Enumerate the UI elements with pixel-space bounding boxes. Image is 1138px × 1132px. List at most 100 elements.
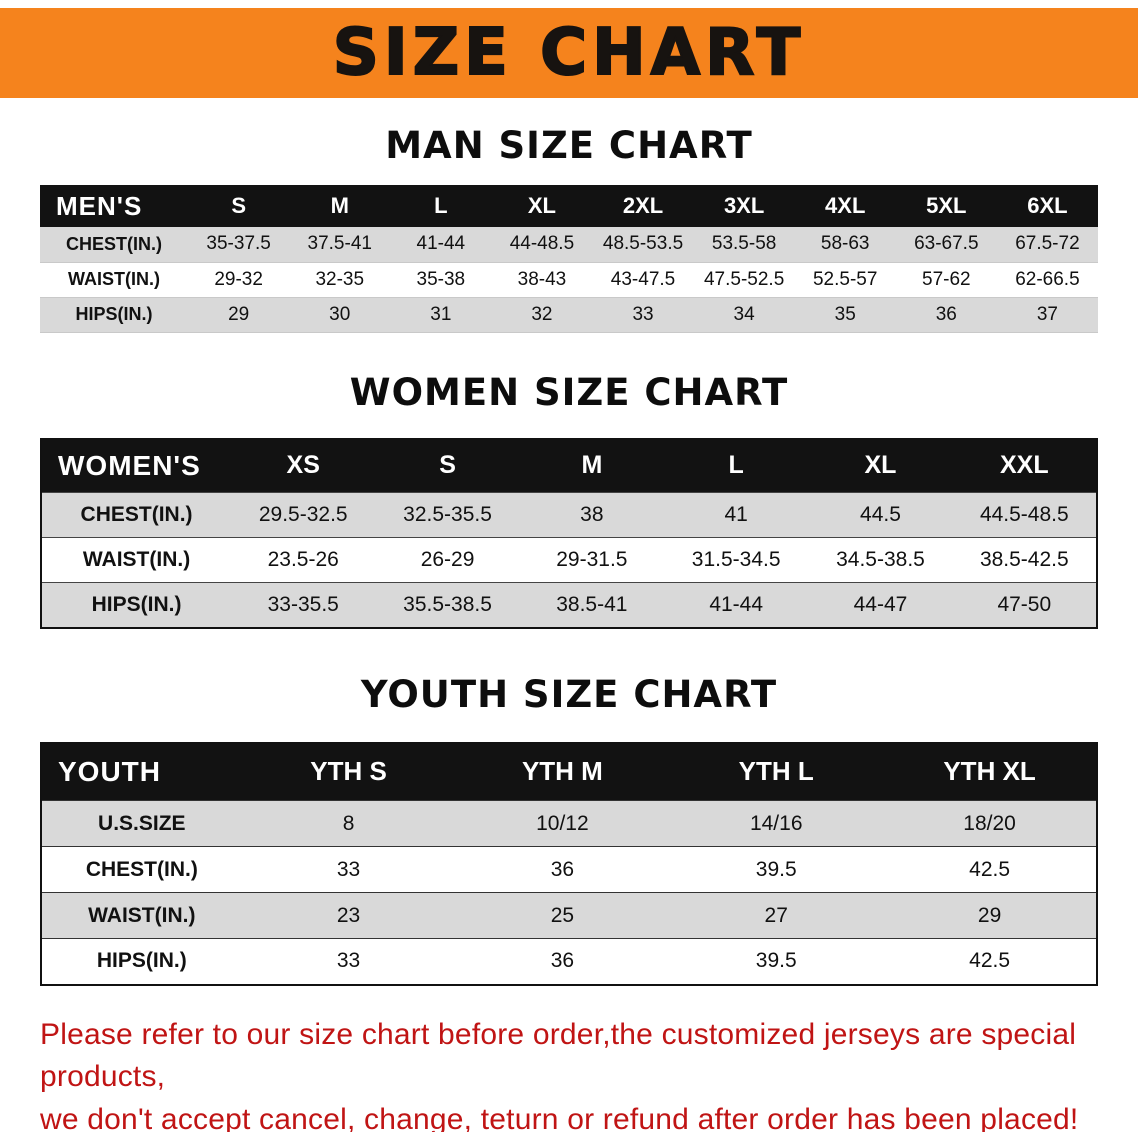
measurement-value: 41 xyxy=(664,492,809,538)
measurement-value: 29 xyxy=(188,297,290,332)
measurement-value: 39.5 xyxy=(669,846,884,893)
measurement-value: 38.5-41 xyxy=(519,582,665,628)
women-row-chest-in: CHEST(IN.) 29.5-32.5 32.5-35.5 38 41 44.5 44.5… xyxy=(41,492,1097,538)
measurement-value: 47-50 xyxy=(952,582,1097,628)
measurement-value: 10/12 xyxy=(455,800,670,847)
men-size-header-5xl: 5XL xyxy=(895,185,997,227)
men-size-chart-heading: MAN SIZE CHART xyxy=(385,124,753,167)
measurement-value: 47.5-52.5 xyxy=(693,262,795,297)
measurement-value: 29-32 xyxy=(188,262,290,297)
measurement-value: 26-29 xyxy=(375,537,520,583)
youth-row-hips-in: HIPS(IN.) 33 36 39.5 42.5 xyxy=(41,938,1097,985)
measurement-value: 38.5-42.5 xyxy=(952,537,1097,583)
measurement-value: 44-47 xyxy=(808,582,953,628)
youth-group-label: YOUTH xyxy=(41,742,242,801)
women-size-header-xl: XL xyxy=(808,438,953,493)
measurement-value: 18/20 xyxy=(883,800,1097,847)
women-size-header-xxl: XXL xyxy=(952,438,1097,493)
men-size-header-s: S xyxy=(188,185,290,227)
measurement-value: 35.5-38.5 xyxy=(375,582,520,628)
measurement-label: CHEST(IN.) xyxy=(41,846,242,893)
disclaimer-line-1: Please refer to our size chart before or… xyxy=(40,1017,1077,1094)
measurement-value: 48.5-53.5 xyxy=(592,227,694,262)
measurement-value: 31.5-34.5 xyxy=(664,537,809,583)
measurement-value: 53.5-58 xyxy=(693,227,795,262)
measurement-label: HIPS(IN.) xyxy=(40,297,189,332)
measurement-label: HIPS(IN.) xyxy=(41,582,232,628)
measurement-value: 36 xyxy=(455,846,670,893)
measurement-label: CHEST(IN.) xyxy=(41,492,232,538)
men-size-header-2xl: 2XL xyxy=(592,185,694,227)
measurement-label: WAIST(IN.) xyxy=(40,262,189,297)
banner: SIZE CHART xyxy=(0,8,1138,98)
women-table-header-row: WOMEN'S XS S M L XL XXL xyxy=(41,438,1097,493)
measurement-value: 41-44 xyxy=(664,582,809,628)
women-size-header-l: L xyxy=(664,438,809,493)
measurement-value: 36 xyxy=(895,297,997,332)
measurement-value: 42.5 xyxy=(883,938,1097,985)
youth-size-header-yth-l: YTH L xyxy=(669,742,884,801)
measurement-value: 58-63 xyxy=(794,227,896,262)
measurement-value: 41-44 xyxy=(390,227,492,262)
measurement-label: HIPS(IN.) xyxy=(41,938,242,985)
women-size-header-xs: XS xyxy=(231,438,376,493)
measurement-value: 34.5-38.5 xyxy=(808,537,953,583)
women-size-header-m: M xyxy=(519,438,665,493)
measurement-value: 29 xyxy=(883,892,1097,939)
youth-row-waist-in: WAIST(IN.) 23 25 27 29 xyxy=(41,892,1097,939)
women-size-table: WOMEN'S XS S M L XL XXL CHEST(IN.) 29.5-32.5 32.5… xyxy=(40,437,1098,629)
measurement-label: U.S.SIZE xyxy=(41,800,242,847)
men-size-header-xl: XL xyxy=(491,185,593,227)
women-group-label: WOMEN'S xyxy=(41,438,232,493)
youth-size-chart-heading: YOUTH SIZE CHART xyxy=(360,672,778,716)
men-row-hips-in: HIPS(IN.) 29 30 31 32 33 34 35 36 37 xyxy=(40,297,1098,332)
men-size-header-6xl: 6XL xyxy=(996,185,1098,227)
measurement-value: 36 xyxy=(455,938,670,985)
measurement-value: 37.5-41 xyxy=(289,227,391,262)
measurement-label: WAIST(IN.) xyxy=(41,892,242,939)
measurement-value: 25 xyxy=(455,892,670,939)
measurement-value: 23.5-26 xyxy=(231,537,376,583)
measurement-value: 52.5-57 xyxy=(794,262,896,297)
measurement-value: 35-38 xyxy=(390,262,492,297)
section-men: MAN SIZE CHART MEN'S S M L XL 2XL 3XL 4XL 5XL 6XL C… xyxy=(0,124,1138,333)
page-title: SIZE CHART xyxy=(332,16,806,90)
men-size-header-m: M xyxy=(289,185,391,227)
men-size-header-l: L xyxy=(390,185,492,227)
measurement-value: 33-35.5 xyxy=(231,582,376,628)
section-youth: YOUTH SIZE CHART YOUTH YTH S YTH M YTH L YTH … xyxy=(0,673,1138,986)
measurement-value: 44.5 xyxy=(808,492,953,538)
men-group-label: MEN'S xyxy=(40,185,189,227)
measurement-value: 27 xyxy=(669,892,884,939)
measurement-value: 35 xyxy=(794,297,896,332)
measurement-value: 14/16 xyxy=(669,800,884,847)
measurement-value: 32-35 xyxy=(289,262,391,297)
measurement-value: 30 xyxy=(289,297,391,332)
measurement-value: 23 xyxy=(241,892,456,939)
youth-size-header-yth-m: YTH M xyxy=(455,742,670,801)
measurement-value: 29-31.5 xyxy=(519,537,665,583)
measurement-value: 44-48.5 xyxy=(491,227,593,262)
measurement-value: 67.5-72 xyxy=(996,227,1098,262)
measurement-value: 39.5 xyxy=(669,938,884,985)
measurement-label: WAIST(IN.) xyxy=(41,537,232,583)
measurement-value: 35-37.5 xyxy=(188,227,290,262)
measurement-value: 63-67.5 xyxy=(895,227,997,262)
measurement-label: CHEST(IN.) xyxy=(40,227,189,262)
measurement-value: 31 xyxy=(390,297,492,332)
measurement-value: 29.5-32.5 xyxy=(231,492,376,538)
men-row-chest-in: CHEST(IN.) 35-37.5 37.5-41 41-44 44-48.5 48.5… xyxy=(40,227,1098,262)
disclaimer-line-2: we don't accept cancel, change, teturn o… xyxy=(40,1102,1079,1132)
measurement-value: 34 xyxy=(693,297,795,332)
size-chart-sections: MAN SIZE CHART MEN'S S M L XL 2XL 3XL 4XL 5XL 6XL C… xyxy=(0,124,1138,986)
measurement-value: 8 xyxy=(241,800,456,847)
measurement-value: 62-66.5 xyxy=(996,262,1098,297)
women-row-waist-in: WAIST(IN.) 23.5-26 26-29 29-31.5 31.5-34.5 34… xyxy=(41,537,1097,583)
measurement-value: 38-43 xyxy=(491,262,593,297)
measurement-value: 32.5-35.5 xyxy=(375,492,520,538)
measurement-value: 32 xyxy=(491,297,593,332)
disclaimer: Please refer to our size chart before or… xyxy=(0,1014,1138,1132)
men-size-table: MEN'S S M L XL 2XL 3XL 4XL 5XL 6XL CHEST(IN.) 35-37… xyxy=(40,185,1098,333)
measurement-value: 38 xyxy=(519,492,665,538)
